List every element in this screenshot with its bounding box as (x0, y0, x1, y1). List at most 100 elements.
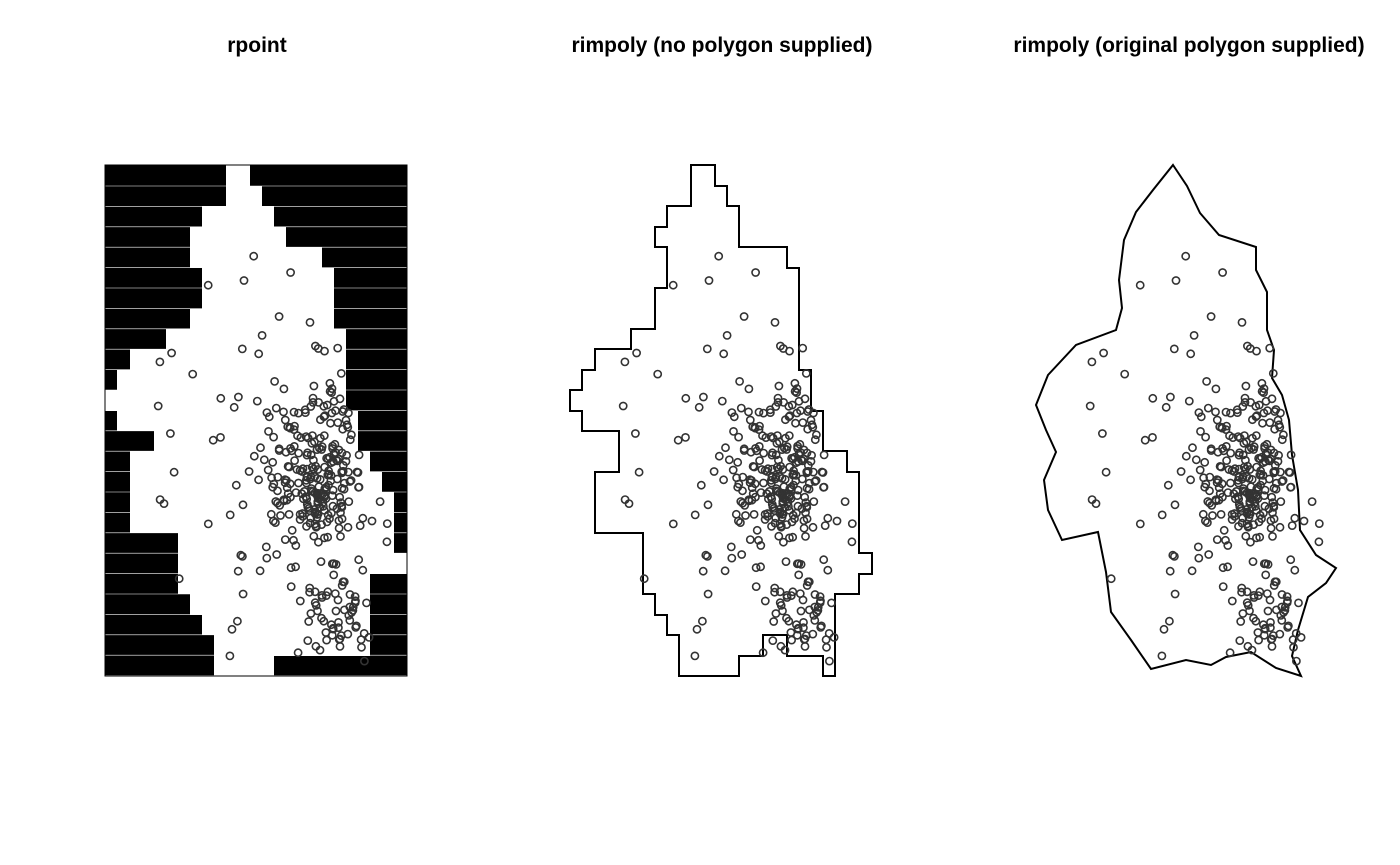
data-point (358, 513, 368, 523)
data-point (155, 357, 165, 367)
data-point (728, 465, 738, 475)
data-point (751, 582, 761, 591)
data-point (291, 562, 300, 572)
data-point (352, 467, 362, 477)
data-point (767, 500, 777, 509)
data-point (779, 443, 789, 453)
data-point (317, 613, 326, 623)
data-point (714, 251, 724, 261)
data-point (1218, 443, 1227, 453)
data-point (698, 392, 708, 402)
data-point (153, 401, 163, 411)
data-point (768, 448, 777, 458)
data-point (1286, 450, 1296, 460)
data-point (762, 489, 772, 499)
data-point (766, 432, 776, 441)
data-point (1263, 606, 1273, 616)
data-point (315, 502, 325, 512)
data-point (302, 494, 312, 504)
data-point (1247, 502, 1257, 512)
data-point (1237, 587, 1246, 597)
data-point (1140, 435, 1150, 445)
data-point (303, 636, 313, 645)
data-point (1270, 407, 1280, 416)
data-point (1277, 616, 1287, 625)
mask-cell (105, 247, 190, 268)
data-point (770, 317, 780, 327)
data-point (1202, 518, 1212, 527)
data-point (634, 467, 644, 477)
data-point (703, 500, 713, 510)
data-point (1268, 508, 1277, 517)
data-point (1274, 450, 1283, 460)
data-point (1148, 393, 1158, 403)
data-point (1284, 467, 1294, 477)
data-point (309, 381, 319, 391)
mask-cell (274, 656, 358, 676)
data-point (703, 589, 713, 599)
data-point (817, 467, 827, 477)
data-point (1253, 628, 1263, 637)
data-point (832, 516, 842, 526)
data-point (790, 452, 799, 462)
data-point (325, 452, 334, 462)
data-point (1258, 458, 1268, 467)
data-point (1265, 595, 1275, 605)
mask-cell (105, 349, 130, 370)
mask-cell (105, 165, 226, 186)
data-point (325, 378, 335, 388)
data-point (791, 418, 800, 428)
data-point (334, 445, 344, 455)
data-point (356, 635, 366, 645)
mask-cell (370, 594, 407, 615)
data-point (1184, 396, 1194, 406)
data-point (286, 443, 295, 453)
data-point (231, 480, 241, 490)
data-point (331, 560, 341, 569)
data-point (1286, 555, 1296, 565)
data-point (1269, 581, 1279, 590)
data-point (335, 492, 345, 502)
mask-cell (334, 288, 407, 309)
data-point (1307, 497, 1317, 506)
data-point (1249, 613, 1258, 623)
mask-cell (382, 472, 407, 492)
data-point (354, 555, 364, 565)
data-point (1222, 456, 1231, 465)
data-point (382, 537, 392, 547)
data-point (339, 484, 349, 494)
data-point (696, 480, 706, 490)
data-point (798, 595, 808, 605)
data-point (328, 485, 338, 495)
data-point (302, 500, 312, 509)
data-point (804, 478, 814, 488)
data-point (735, 376, 744, 386)
data-point (736, 403, 746, 413)
data-point (799, 445, 809, 455)
data-point (1287, 521, 1297, 530)
data-point (755, 456, 764, 465)
data-point (791, 470, 801, 480)
data-point (339, 478, 349, 488)
data-point (273, 486, 282, 496)
data-point (1097, 429, 1107, 438)
mask-cell (346, 390, 407, 411)
data-point (790, 514, 799, 523)
panel-title: rpoint (227, 34, 287, 57)
data-point (335, 642, 345, 651)
data-point (798, 623, 808, 633)
data-point (765, 408, 775, 417)
data-point (810, 616, 820, 625)
data-point (336, 508, 345, 517)
data-point (236, 550, 246, 560)
data-point (1235, 448, 1244, 458)
data-point (167, 348, 176, 358)
data-point (1249, 591, 1259, 600)
data-point (1234, 494, 1244, 504)
data-point (345, 435, 355, 445)
mask-cell (105, 227, 190, 247)
data-point (1294, 598, 1303, 608)
mask-cell (394, 492, 407, 513)
data-point (772, 462, 782, 472)
data-point (1207, 500, 1217, 510)
